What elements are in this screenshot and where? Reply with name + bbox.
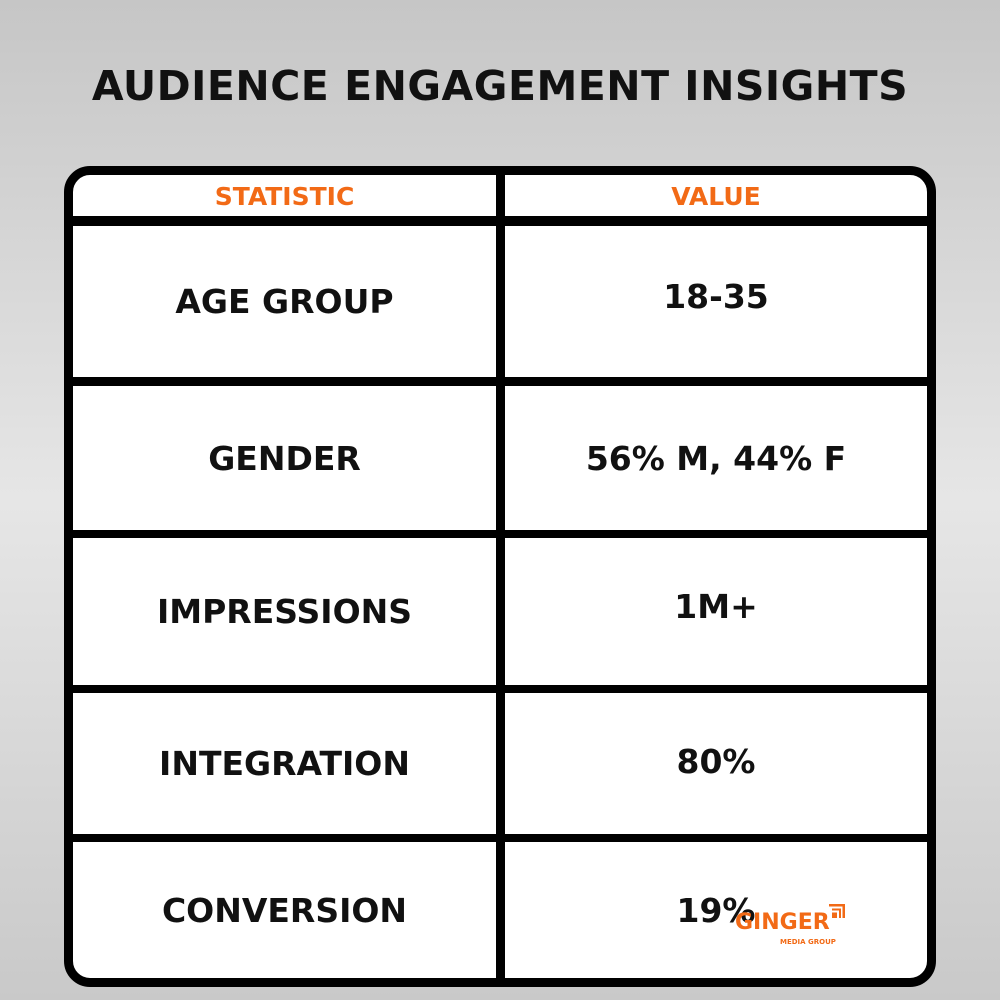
- row-value: 19%: [676, 890, 756, 930]
- logo-subtitle: MEDIA GROUP: [780, 938, 836, 946]
- row-statistic: GENDER: [208, 438, 361, 478]
- row-statistic: CONVERSION: [161, 890, 408, 930]
- header-value: VALUE: [671, 181, 761, 211]
- row-value: 56% M, 44% F: [585, 438, 847, 478]
- row-statistic: INTEGRATION: [159, 744, 410, 783]
- logo-bars-icon: [829, 904, 845, 918]
- row-divider: [73, 216, 927, 226]
- row-divider: [73, 834, 927, 842]
- row-statistic: AGE GROUP: [175, 282, 394, 321]
- row-divider: [73, 530, 927, 538]
- row-statistic: IMPRESSIONS: [156, 592, 413, 631]
- insights-table: STATISTIC VALUE AGE GROUP 18-35 GENDER 5…: [64, 166, 936, 987]
- logo-name: GINGER: [735, 910, 830, 935]
- page-title: AUDIENCE ENGAGEMENT INSIGHTS: [91, 62, 909, 110]
- header-statistic: STATISTIC: [214, 181, 355, 211]
- row-value: 80%: [676, 741, 756, 781]
- row-value: 18-35: [663, 276, 769, 316]
- row-divider: [73, 377, 927, 386]
- row-value: 1M+: [674, 586, 758, 626]
- column-divider: [496, 175, 505, 978]
- row-divider: [73, 685, 927, 693]
- ginger-media-group-logo: GINGER MEDIA GROUP: [735, 904, 845, 952]
